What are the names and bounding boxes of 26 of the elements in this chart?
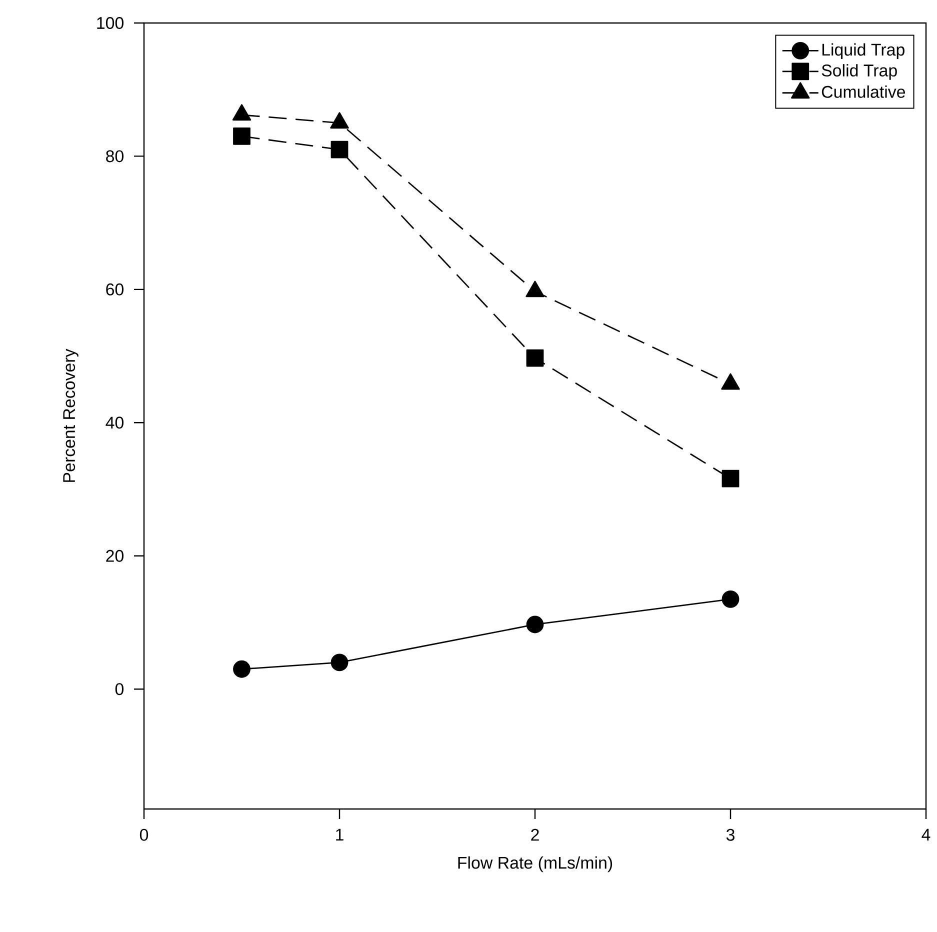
legend-label: Liquid Trap [822,43,904,60]
legend-label: Solid Trap [822,64,897,80]
point [721,373,740,390]
point [526,616,544,634]
y-tick-label: 40 [106,416,124,429]
y-tick-label: 60 [106,283,124,296]
x-axis-title: Flow Rate (mLs/min) [458,856,612,872]
y-tick-label: 0 [115,683,124,696]
point [526,349,544,367]
y-axis-title: Percent Recovery [63,348,78,482]
y-tick-label: 80 [106,150,124,162]
point [526,280,544,298]
point [232,104,252,121]
point [722,470,740,488]
x-tick-label: 2 [531,828,539,841]
point [722,590,740,608]
x-tick-label: 3 [726,828,734,841]
point [330,112,349,129]
x-tick-label: 1 [336,828,344,840]
y-tick-label: 100 [97,16,124,29]
x-tick-label: 4 [922,828,930,840]
x-tick-label: 0 [140,828,148,841]
point [330,654,348,672]
y-tick-label: 20 [106,550,124,562]
legend-label: Cumulative [822,85,906,98]
point [233,660,250,678]
